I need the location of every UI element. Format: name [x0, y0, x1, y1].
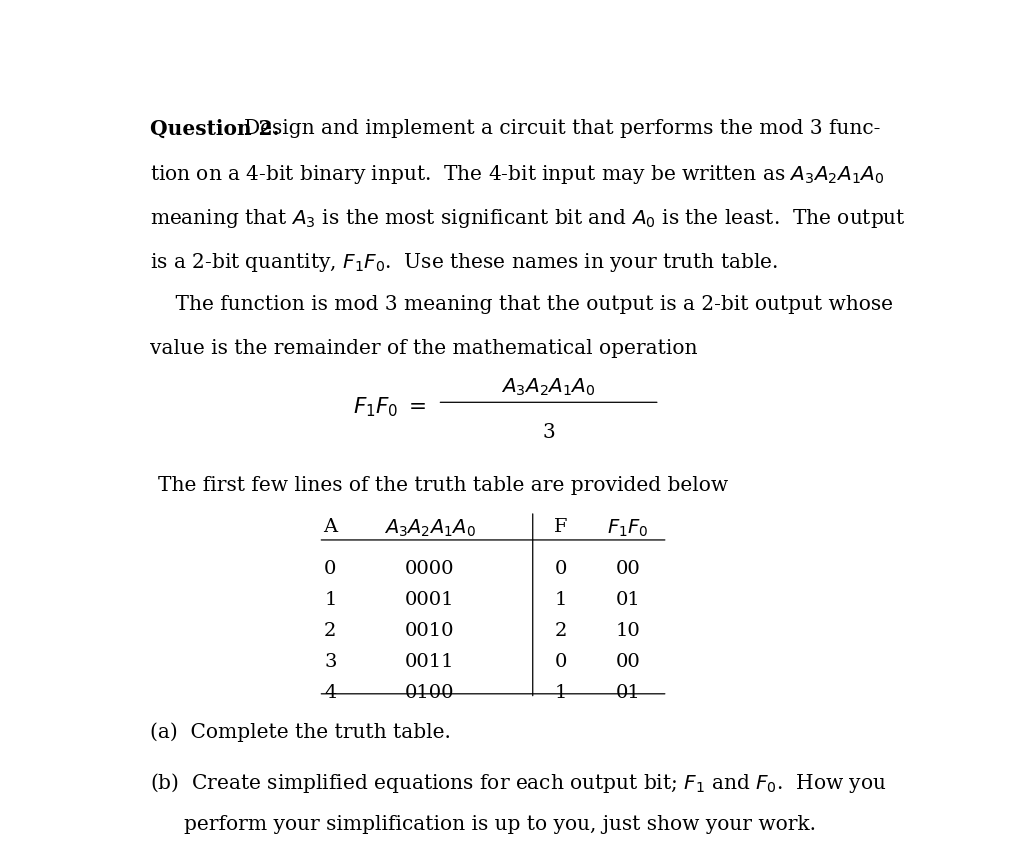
Text: 00: 00 [615, 653, 640, 671]
Text: 4: 4 [325, 685, 337, 702]
Text: $F_1F_0$: $F_1F_0$ [607, 517, 648, 539]
Text: 0: 0 [325, 560, 337, 578]
Text: 3: 3 [325, 653, 337, 671]
Text: 0010: 0010 [404, 622, 455, 640]
Text: F: F [554, 517, 567, 536]
Text: perform your simplification is up to you, just show your work.: perform your simplification is up to you… [183, 815, 815, 834]
Text: value is the remainder of the mathematical operation: value is the remainder of the mathematic… [151, 339, 697, 358]
Text: 0100: 0100 [404, 685, 455, 702]
Text: 0000: 0000 [404, 560, 455, 578]
Text: 01: 01 [615, 685, 640, 702]
Text: 3: 3 [543, 423, 555, 442]
Text: $F_1F_0\;=$: $F_1F_0\;=$ [352, 395, 426, 420]
Text: 01: 01 [615, 591, 640, 609]
Text: meaning that $A_3$ is the most significant bit and $A_0$ is the least.  The outp: meaning that $A_3$ is the most significa… [151, 207, 906, 230]
Text: 0001: 0001 [404, 591, 455, 609]
Text: 1: 1 [554, 685, 566, 702]
Text: 0: 0 [554, 560, 566, 578]
Text: 2: 2 [554, 622, 566, 640]
Text: The function is mod 3 meaning that the output is a 2-bit output whose: The function is mod 3 meaning that the o… [151, 295, 893, 315]
Text: 2: 2 [325, 622, 337, 640]
Text: 10: 10 [615, 622, 640, 640]
Text: Design and implement a circuit that performs the mod 3 func-: Design and implement a circuit that perf… [244, 119, 881, 138]
Text: tion on a 4-bit binary input.  The 4-bit input may be written as $A_3A_2A_1A_0$: tion on a 4-bit binary input. The 4-bit … [151, 163, 885, 186]
Text: $A_3A_2A_1A_0$: $A_3A_2A_1A_0$ [384, 517, 475, 539]
Text: 1: 1 [554, 591, 566, 609]
Text: 00: 00 [615, 560, 640, 578]
Text: is a 2-bit quantity, $F_1F_0$.  Use these names in your truth table.: is a 2-bit quantity, $F_1F_0$. Use these… [151, 251, 778, 274]
Text: (a)  Complete the truth table.: (a) Complete the truth table. [151, 722, 452, 743]
Text: Question 2.: Question 2. [151, 119, 280, 139]
Text: A: A [324, 517, 338, 536]
Text: 0011: 0011 [404, 653, 455, 671]
Text: (b)  Create simplified equations for each output bit; $F_1$ and $F_0$.  How you: (b) Create simplified equations for each… [151, 771, 887, 795]
Text: $A_3A_2A_1A_0$: $A_3A_2A_1A_0$ [502, 377, 596, 399]
Text: 1: 1 [325, 591, 337, 609]
Text: 0: 0 [554, 653, 566, 671]
Text: The first few lines of the truth table are provided below: The first few lines of the truth table a… [158, 476, 728, 495]
